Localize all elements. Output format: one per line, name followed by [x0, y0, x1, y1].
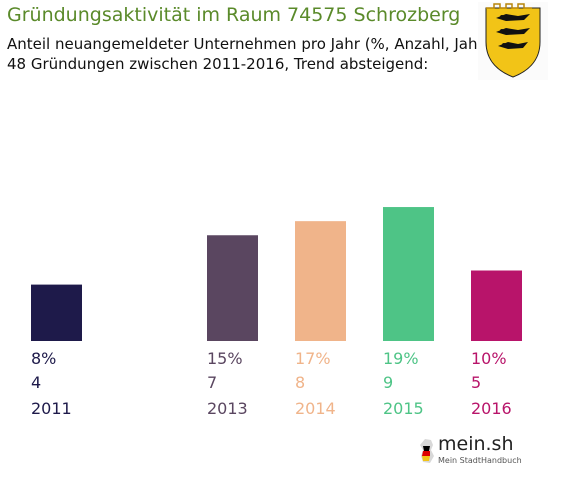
year-label-2016: 2016 — [471, 399, 512, 418]
bar-2013 — [207, 235, 258, 341]
chart-subtitle: Anteil neuangemeldeter Unternehmen pro J… — [7, 35, 490, 53]
pct-label-2013: 15% — [207, 349, 243, 368]
count-label-2013: 7 — [207, 373, 217, 392]
count-label-2014: 8 — [295, 373, 305, 392]
mein-sh-logo: mein.sh Mein StadtHandbuch — [417, 433, 525, 473]
bar-2015 — [383, 207, 434, 341]
count-label-2016: 5 — [471, 373, 481, 392]
bar-2016 — [471, 270, 522, 341]
count-label-2015: 9 — [383, 373, 393, 392]
bar-2011 — [31, 284, 82, 341]
germany-map-icon — [420, 439, 434, 463]
year-label-2015: 2015 — [383, 399, 424, 418]
pct-label-2011: 8% — [31, 349, 56, 368]
pct-label-2016: 10% — [471, 349, 507, 368]
year-label-2014: 2014 — [295, 399, 336, 418]
chart-title: Gründungsaktivität im Raum 74575 Schrozb… — [7, 4, 461, 26]
count-label-2011: 4 — [31, 373, 41, 392]
year-label-2013: 2013 — [207, 399, 248, 418]
pct-label-2015: 19% — [383, 349, 419, 368]
chart-summary: 48 Gründungen zwischen 2011-2016, Trend … — [7, 55, 429, 73]
year-label-2011: 2011 — [31, 399, 72, 418]
logo-tagline: Mein StadtHandbuch — [438, 456, 522, 465]
logo-name: mein.sh — [438, 433, 514, 455]
pct-label-2014: 17% — [295, 349, 331, 368]
coat-of-arms-icon — [478, 2, 548, 80]
bar-2014 — [295, 221, 346, 341]
